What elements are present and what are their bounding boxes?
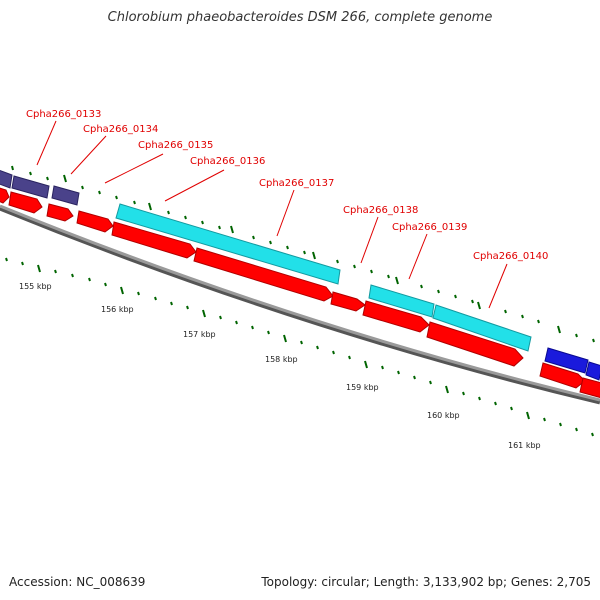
gene-feature-slate [0,169,13,189]
cds-arrow [0,187,10,204]
cds-arrow [362,300,430,333]
cds-arrow [193,247,334,302]
map-title: Chlorobium phaeobacteroides DSM 266, com… [107,10,493,25]
genome-summary-text: Topology: circular; Length: 3,133,902 bp… [261,575,591,589]
leader-lines [36,120,508,309]
scale-tick-row [5,257,594,437]
scale-label: 161 kbp [508,441,541,450]
cds-arrow [76,210,114,233]
scale-label: 160 kbp [427,411,460,420]
cds-arrow [8,191,43,214]
cds-arrow [111,221,197,259]
gene-features-outer [0,169,600,381]
gene-label: Cpha266_0140 [473,251,548,262]
leader-line [164,169,225,202]
gene-feature-blue [585,361,600,381]
gene-feature-slate [51,185,80,206]
cds-arrow [330,291,366,312]
rna-feature [115,203,341,285]
gene-label: Cpha266_0134 [83,124,158,135]
gene-feature-slate [11,175,50,199]
leader-line [70,135,107,175]
accession-text: Accession: NC_008639 [9,575,146,589]
cds-arrow [579,377,600,398]
gene-feature-blue [544,347,589,374]
gene-label: Cpha266_0138 [343,205,418,216]
scale-label: 155 kbp [19,282,52,291]
genome-backbone [0,204,600,402]
leader-line [488,263,508,309]
leader-line [360,216,379,264]
leader-line [408,233,428,280]
leader-line [36,120,57,166]
scale-label: 159 kbp [346,383,379,392]
cds-arrow [539,362,586,389]
upper-tick-row [11,165,595,343]
scale-label: 157 kbp [183,330,216,339]
scale-label: 156 kbp [101,305,134,314]
gene-label: Cpha266_0136 [190,156,265,167]
cds-arrow [426,321,524,367]
rna-feature [368,284,435,318]
leader-line [104,153,164,184]
genome-backbone-shadow [0,205,600,405]
gene-label: Cpha266_0139 [392,222,467,233]
cds-arrow [46,203,74,222]
rna-feature [432,304,532,352]
cds-arrows [0,187,600,398]
scale-label: 158 kbp [265,355,298,364]
gene-label: Cpha266_0133 [26,109,101,120]
gene-label: Cpha266_0137 [259,178,334,189]
gene-label: Cpha266_0135 [138,140,213,151]
leader-line [276,189,295,237]
